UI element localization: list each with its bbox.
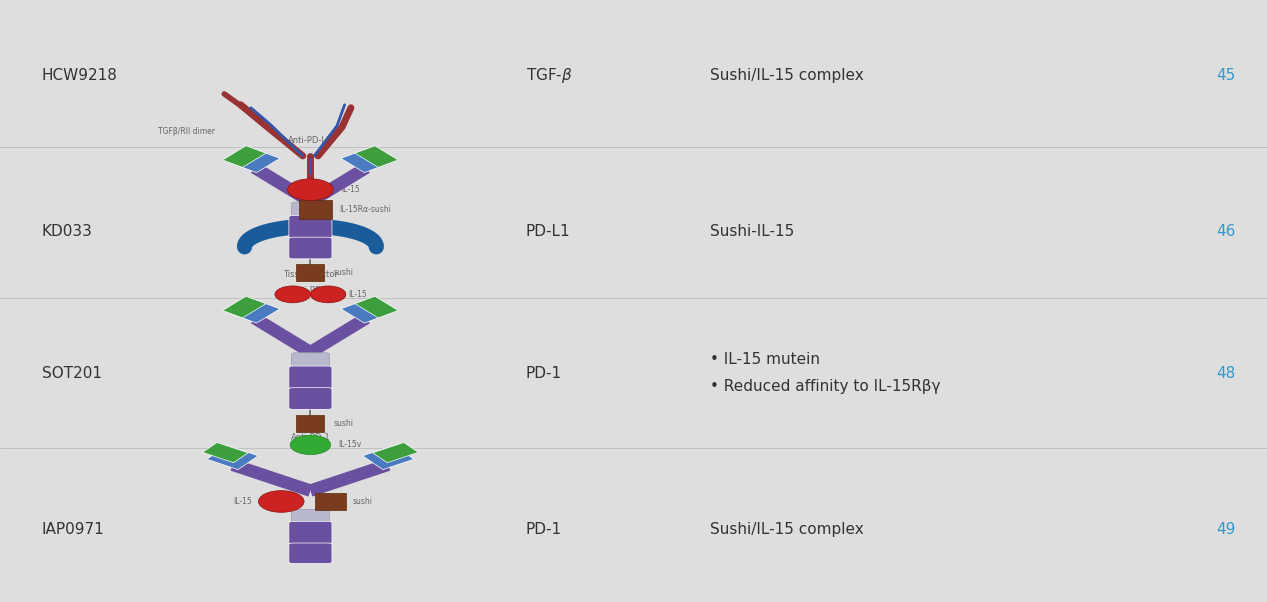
FancyBboxPatch shape — [289, 543, 332, 563]
Bar — [296, 415, 324, 432]
Text: KD033: KD033 — [42, 225, 92, 239]
FancyBboxPatch shape — [289, 366, 332, 389]
Polygon shape — [228, 148, 280, 173]
Circle shape — [310, 286, 346, 303]
Polygon shape — [207, 445, 258, 470]
Text: sushi: sushi — [352, 497, 372, 506]
Bar — [315, 493, 346, 510]
Text: Anti-PD-1: Anti-PD-1 — [290, 286, 331, 295]
Text: SOT201: SOT201 — [42, 366, 101, 380]
Text: Tissue Factor: Tissue Factor — [283, 270, 338, 279]
Polygon shape — [372, 442, 418, 463]
Text: Sushi/IL-15 complex: Sushi/IL-15 complex — [710, 68, 863, 82]
Text: PD-1: PD-1 — [526, 523, 563, 537]
Text: PD-L1: PD-L1 — [526, 225, 570, 239]
Polygon shape — [362, 445, 414, 470]
Polygon shape — [341, 299, 393, 323]
FancyBboxPatch shape — [289, 388, 332, 409]
FancyBboxPatch shape — [291, 353, 329, 368]
Polygon shape — [203, 442, 248, 463]
Text: Anti-PD-1: Anti-PD-1 — [290, 433, 331, 442]
Polygon shape — [223, 296, 266, 318]
Text: IL-15: IL-15 — [233, 497, 252, 506]
Polygon shape — [355, 296, 398, 318]
Polygon shape — [223, 146, 266, 167]
Circle shape — [258, 491, 304, 512]
FancyBboxPatch shape — [289, 521, 332, 544]
Circle shape — [290, 435, 331, 455]
Text: IL-15: IL-15 — [348, 290, 367, 299]
Text: 45: 45 — [1216, 68, 1235, 82]
Text: IAP0971: IAP0971 — [42, 523, 105, 537]
FancyBboxPatch shape — [291, 202, 329, 218]
Text: 46: 46 — [1216, 225, 1235, 239]
Polygon shape — [341, 148, 393, 173]
Text: • Reduced affinity to IL-15Rβγ: • Reduced affinity to IL-15Rβγ — [710, 379, 940, 394]
FancyBboxPatch shape — [289, 237, 332, 259]
Polygon shape — [228, 299, 280, 323]
Bar — [299, 200, 332, 219]
Text: PD-1: PD-1 — [526, 366, 563, 380]
Polygon shape — [355, 146, 398, 167]
Text: IL-15: IL-15 — [341, 185, 360, 194]
FancyBboxPatch shape — [291, 509, 329, 524]
FancyBboxPatch shape — [289, 216, 332, 238]
Text: Anti-PD-L1: Anti-PD-L1 — [289, 135, 332, 144]
Text: Sushi/IL-15 complex: Sushi/IL-15 complex — [710, 523, 863, 537]
Text: 49: 49 — [1216, 523, 1235, 537]
Text: TGFβ/RII dimer: TGFβ/RII dimer — [158, 128, 215, 136]
Text: IL-15v: IL-15v — [338, 441, 361, 449]
Text: 48: 48 — [1216, 366, 1235, 380]
Text: HCW9218: HCW9218 — [42, 68, 118, 82]
Bar — [296, 264, 324, 281]
Circle shape — [275, 286, 310, 303]
Text: • IL-15 mutein: • IL-15 mutein — [710, 353, 820, 367]
Text: sushi: sushi — [333, 268, 353, 277]
Text: Sushi-IL-15: Sushi-IL-15 — [710, 225, 793, 239]
Circle shape — [288, 179, 333, 200]
Text: TGF-$\beta$: TGF-$\beta$ — [526, 66, 573, 85]
Text: sushi: sushi — [333, 419, 353, 427]
Text: IL-15Rα-sushi: IL-15Rα-sushi — [340, 205, 392, 214]
